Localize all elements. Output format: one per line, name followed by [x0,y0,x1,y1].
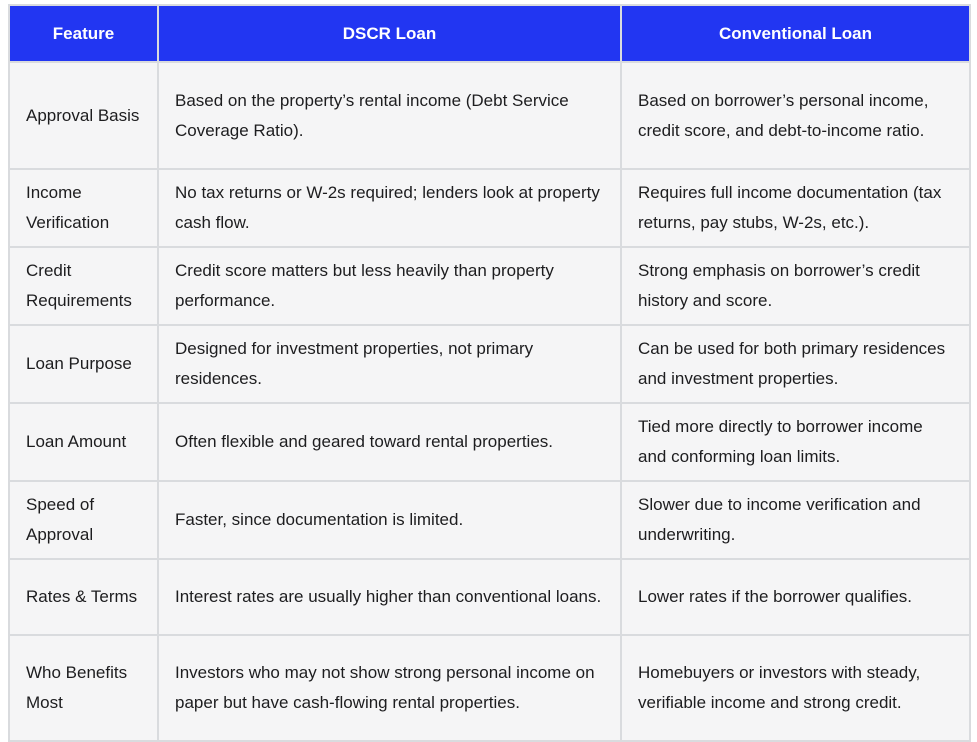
conventional-loan-cell: Requires full income documentation (tax … [620,168,971,248]
table-row: Rates & Terms Interest rates are usually … [8,558,971,636]
conventional-loan-cell: Lower rates if the borrower qualifies. [620,558,971,636]
feature-cell: Credit Requirements [8,246,159,326]
table-row: Who Benefits Most Investors who may not s… [8,634,971,742]
conventional-loan-cell: Strong emphasis on borrower’s credit his… [620,246,971,326]
dscr-loan-cell: Based on the property’s rental income (D… [157,61,622,170]
conventional-loan-cell: Slower due to income verification and un… [620,480,971,560]
feature-cell: Income Verification [8,168,159,248]
column-header-conventional-loan: Conventional Loan [620,4,971,63]
dscr-loan-cell: Designed for investment properties, not … [157,324,622,404]
header-row: Feature DSCR Loan Conventional Loan [8,4,971,63]
feature-cell: Who Benefits Most [8,634,159,742]
feature-cell: Speed of Approval [8,480,159,560]
dscr-loan-cell: No tax returns or W-2s required; lenders… [157,168,622,248]
conventional-loan-cell: Can be used for both primary residences … [620,324,971,404]
table-row: Income Verification No tax returns or W-2… [8,168,971,248]
table-row: Approval Basis Based on the property’s re… [8,61,971,170]
column-header-feature: Feature [8,4,159,63]
table-row: Loan Amount Often flexible and geared tow… [8,402,971,482]
dscr-loan-cell: Faster, since documentation is limited. [157,480,622,560]
column-header-dscr-loan: DSCR Loan [157,4,622,63]
loan-comparison-table: Feature DSCR Loan Conventional Loan Appr… [8,4,971,742]
feature-cell: Loan Amount [8,402,159,482]
dscr-loan-cell: Interest rates are usually higher than c… [157,558,622,636]
conventional-loan-cell: Homebuyers or investors with steady, ver… [620,634,971,742]
dscr-loan-cell: Credit score matters but less heavily th… [157,246,622,326]
conventional-loan-cell: Tied more directly to borrower income an… [620,402,971,482]
table-row: Speed of Approval Faster, since documenta… [8,480,971,560]
dscr-loan-cell: Often flexible and geared toward rental … [157,402,622,482]
table-row: Credit Requirements Credit score matters … [8,246,971,326]
feature-cell: Approval Basis [8,61,159,170]
feature-cell: Loan Purpose [8,324,159,404]
dscr-loan-cell: Investors who may not show strong person… [157,634,622,742]
table-body: Approval Basis Based on the property’s re… [8,61,971,742]
table-row: Loan Purpose Designed for investment prop… [8,324,971,404]
feature-cell: Rates & Terms [8,558,159,636]
conventional-loan-cell: Based on borrower’s personal income, cre… [620,61,971,170]
